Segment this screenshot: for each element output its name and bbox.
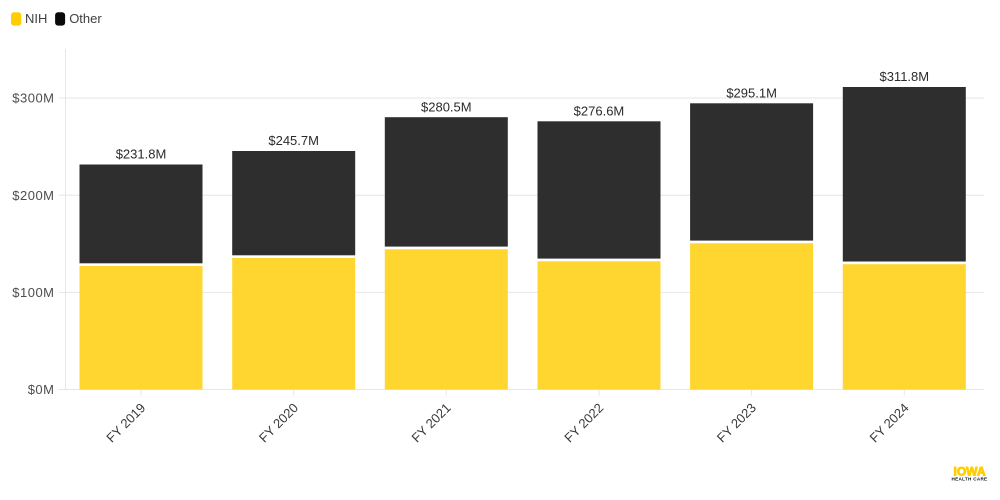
svg-text:IOWA: IOWA — [954, 465, 986, 479]
svg-text:$245.7M: $245.7M — [268, 133, 319, 148]
svg-text:$295.1M: $295.1M — [726, 85, 777, 100]
svg-text:FY 2023: FY 2023 — [714, 400, 759, 445]
svg-text:NIH: NIH — [25, 11, 47, 26]
svg-text:$300M: $300M — [12, 91, 54, 106]
svg-text:Other: Other — [69, 11, 102, 26]
svg-text:$311.8M: $311.8M — [879, 69, 929, 84]
svg-text:HEALTH CARE: HEALTH CARE — [952, 477, 988, 482]
svg-text:FY 2019: FY 2019 — [103, 400, 148, 445]
svg-text:$0M: $0M — [28, 382, 55, 397]
svg-text:$276.6M: $276.6M — [574, 103, 625, 118]
svg-text:$100M: $100M — [12, 285, 54, 300]
svg-text:FY 2020: FY 2020 — [256, 400, 301, 445]
svg-text:$200M: $200M — [12, 188, 54, 203]
svg-text:FY 2022: FY 2022 — [561, 400, 606, 445]
svg-text:$280.5M: $280.5M — [421, 99, 472, 114]
svg-text:$231.8M: $231.8M — [116, 147, 167, 162]
svg-text:FY 2024: FY 2024 — [867, 400, 912, 445]
svg-text:FY 2021: FY 2021 — [409, 400, 454, 445]
